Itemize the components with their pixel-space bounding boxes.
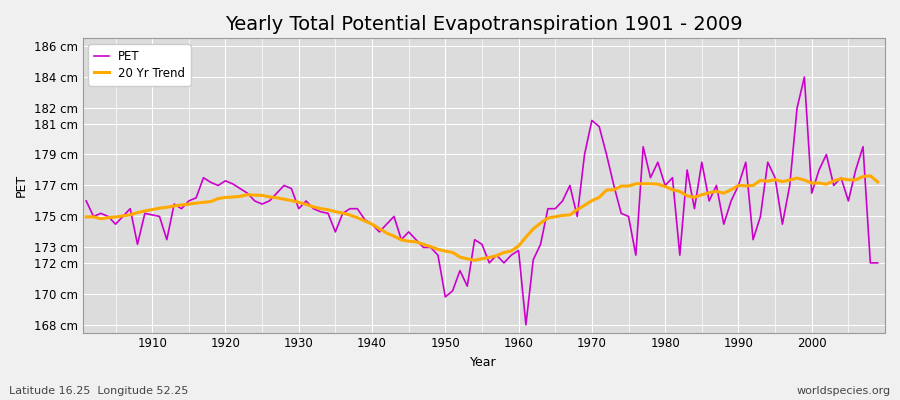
- PET: [81, 198, 92, 203]
- PET: [608, 183, 619, 188]
- PET: [799, 75, 810, 80]
- Line: 20 Yr Trend: 20 Yr Trend: [86, 176, 878, 260]
- 20 Yr Trend: [301, 202, 311, 207]
- Title: Yearly Total Potential Evapotranspiration 1901 - 2009: Yearly Total Potential Evapotranspiratio…: [225, 15, 742, 34]
- PET: [506, 253, 517, 258]
- PET: [520, 322, 531, 327]
- Text: worldspecies.org: worldspecies.org: [796, 386, 891, 396]
- 20 Yr Trend: [469, 258, 480, 263]
- X-axis label: Year: Year: [471, 356, 497, 369]
- Line: PET: PET: [86, 77, 878, 325]
- PET: [140, 211, 150, 216]
- 20 Yr Trend: [608, 187, 619, 192]
- 20 Yr Trend: [513, 244, 524, 248]
- PET: [345, 206, 356, 211]
- 20 Yr Trend: [140, 208, 150, 213]
- PET: [301, 198, 311, 203]
- 20 Yr Trend: [865, 173, 876, 178]
- Text: Latitude 16.25  Longitude 52.25: Latitude 16.25 Longitude 52.25: [9, 386, 188, 396]
- 20 Yr Trend: [520, 235, 531, 240]
- 20 Yr Trend: [81, 214, 92, 219]
- 20 Yr Trend: [345, 213, 356, 218]
- Legend: PET, 20 Yr Trend: PET, 20 Yr Trend: [88, 44, 191, 86]
- PET: [872, 260, 883, 265]
- Y-axis label: PET: PET: [15, 174, 28, 197]
- 20 Yr Trend: [872, 180, 883, 184]
- PET: [513, 248, 524, 253]
